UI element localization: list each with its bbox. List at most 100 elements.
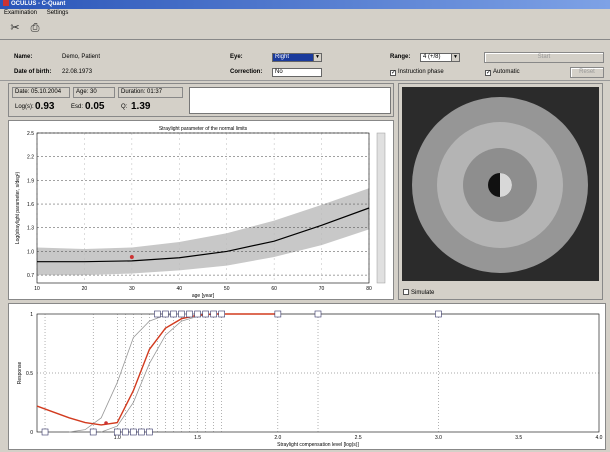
range-label: Range: (390, 54, 411, 60)
automatic-label: Automatic (493, 69, 520, 75)
x-tick-label: 2.0 (274, 435, 281, 441)
y-tick-label: 0.7 (27, 273, 34, 279)
confidence-high-curve (69, 313, 214, 433)
y-tick-label: 0 (30, 430, 33, 436)
chart-title: Straylight parameter of the normal limit… (159, 126, 248, 132)
chevron-down-icon: ▼ (313, 54, 321, 61)
psychometric-chart: 1.0 1.5 2.0 2.5 3.0 3.5 4.0 0 0.5 1 Straylight com… (17, 310, 603, 448)
fit-curve (36, 313, 278, 426)
threshold-marker (104, 421, 108, 425)
response-marker-bottom (146, 428, 153, 436)
response-marker-top (210, 310, 217, 318)
response-marker-bottom (122, 428, 129, 436)
normal-limits-chart: Straylight parameter of the normal limit… (15, 126, 386, 299)
range-value: 4 (+/8) (423, 54, 441, 60)
x-tick-label: 60 (271, 286, 277, 292)
x-tick-label: 4.0 (596, 435, 603, 441)
correction-field[interactable]: No (272, 68, 322, 77)
y-tick-label: 1.9 (27, 178, 34, 184)
y-tick-label: 0.5 (26, 371, 33, 377)
x-tick-label: 2.5 (355, 435, 362, 441)
y-tick-label: 1 (30, 312, 33, 318)
x-tick-label: 30 (129, 286, 135, 292)
result-panel: Date: 05.10.2004 Age: 30 Duration: 01:37… (8, 83, 394, 117)
patient-info-bar: Name: Demo, Patient Date of birth: 22.08… (0, 42, 610, 81)
y-tick-label: 1.3 (27, 226, 34, 232)
response-marker-top (178, 310, 185, 318)
menu-settings[interactable]: Settings (46, 10, 69, 16)
reset-button[interactable]: Reset (570, 67, 604, 78)
median-line (37, 207, 370, 263)
dob-label: Date of birth: (14, 69, 52, 75)
eye-select[interactable]: Right ▼ (272, 53, 322, 62)
response-marker-bottom (113, 428, 121, 436)
automatic-checkbox[interactable]: ✓ Automatic (485, 69, 520, 76)
simulate-label: Simulate (411, 290, 435, 296)
x-tick-label: 1.5 (194, 435, 201, 441)
normal-limits-chart-panel: Straylight parameter of the normal limit… (8, 120, 394, 300)
start-button[interactable]: Start (484, 52, 604, 63)
normal-band (37, 188, 369, 276)
eye-value: Right (275, 54, 290, 60)
esd-value: 0.05 (85, 101, 105, 112)
simulate-checkbox[interactable]: Simulate (403, 289, 434, 296)
confidence-low-curve (101, 313, 246, 433)
scissors-icon[interactable]: ✂ (10, 22, 20, 34)
stimulus-half-field (500, 173, 512, 197)
patient-point (129, 254, 134, 259)
duration-box: Duration: 01:37 (118, 87, 183, 98)
age-value: 30 (90, 89, 97, 95)
instruction-checkbox[interactable]: ✓ Instruction phase (390, 69, 444, 76)
chevron-down-icon: ▼ (451, 54, 459, 61)
q-label: Q: (121, 104, 128, 110)
app-icon (3, 0, 9, 6)
response-marker-top (202, 310, 209, 318)
response-marker-top (194, 310, 201, 318)
x-tick-label: 20 (82, 286, 88, 292)
x-tick-label: 3.5 (515, 435, 522, 441)
esd-label: Esd: (71, 104, 84, 110)
age-box: Age: 30 (73, 87, 115, 98)
stimulus-display (402, 87, 599, 281)
response-marker-bottom (130, 428, 137, 436)
name-label: Name: (14, 54, 33, 60)
response-marker-top (162, 310, 169, 318)
y-tick-label: 1.6 (27, 202, 34, 208)
eye-label: Eye: (230, 54, 243, 60)
response-marker-top (170, 310, 177, 318)
instruction-label: Instruction phase (398, 69, 444, 75)
response-marker-top (186, 310, 193, 318)
patient-dob: 22.08.1973 (62, 69, 93, 75)
x-tick-label: 80 (366, 286, 372, 292)
age-label: Age: (76, 89, 89, 95)
duration-value: 01:37 (147, 89, 163, 95)
toolbar: ✂ ⎙ (0, 18, 610, 40)
range-select[interactable]: 4 (+/8) ▼ (420, 53, 460, 62)
logst-value: 0.93 (35, 101, 55, 112)
window-title: OCULUS - C-Quant (11, 1, 66, 7)
stimulus-panel: Simulate (398, 83, 603, 300)
response-marker-top (154, 310, 161, 318)
x-tick-label: 1.0 (114, 435, 121, 441)
response-marker-top (435, 310, 442, 318)
response-marker-bottom (138, 428, 145, 436)
x-tick-label: 50 (224, 286, 230, 292)
check-icon: ✓ (390, 70, 397, 76)
response-marker-bottom (89, 428, 97, 436)
x-tick-label: 3.0 (435, 435, 442, 441)
notes-textarea[interactable] (189, 87, 391, 114)
x-tick-label: 10 (34, 286, 40, 292)
title-bar: OCULUS - C-Quant (0, 0, 610, 9)
correction-label: Correction: (230, 69, 263, 75)
y-tick-label: 2.5 (27, 131, 34, 137)
patient-name: Demo, Patient (62, 54, 101, 60)
x-axis-label: Straylight compensation level [log(s)] (277, 442, 359, 448)
response-marker-top (314, 310, 322, 318)
date-label: Date: (15, 89, 30, 95)
checkbox-icon (403, 289, 409, 295)
vertical-scrollbar (376, 132, 386, 284)
menu-examination[interactable]: Examination (4, 10, 38, 16)
printer-icon[interactable]: ⎙ (30, 22, 40, 34)
y-axis-label: Log(straylight parameter, s/deg²) (15, 172, 21, 245)
